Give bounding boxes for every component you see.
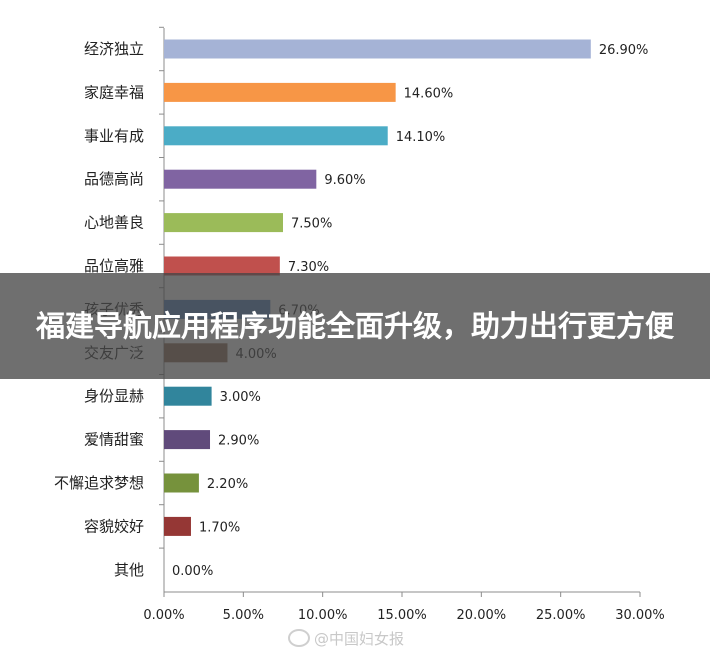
banner-title: 福建导航应用程序功能全面升级，助力出行更方便 xyxy=(35,309,674,343)
value-label: 26.90% xyxy=(599,43,649,58)
x-tick-label: 0.00% xyxy=(143,608,184,623)
value-label: 2.20% xyxy=(207,477,248,492)
category-label: 经济独立 xyxy=(84,40,144,58)
value-label: 14.10% xyxy=(396,130,446,145)
category-label: 不懈追求梦想 xyxy=(54,474,144,492)
title-banner: 福建导航应用程序功能全面升级，助力出行更方便 xyxy=(0,273,710,379)
bar xyxy=(164,473,199,493)
bar xyxy=(164,386,212,406)
bar xyxy=(164,256,280,276)
value-label: 14.60% xyxy=(404,86,454,101)
bar xyxy=(164,126,388,146)
x-tick-label: 30.00% xyxy=(615,608,665,623)
bar xyxy=(164,516,191,536)
x-tick-label: 10.00% xyxy=(298,608,348,623)
x-tick-labels: 0.00% 5.00% 10.00% 15.00% 20.00% 25.00% 30.00% xyxy=(143,608,664,623)
x-tick-label: 5.00% xyxy=(223,608,264,623)
value-label: 3.00% xyxy=(220,390,261,405)
category-label: 心地善良 xyxy=(84,214,144,232)
bar xyxy=(164,82,396,102)
value-label: 7.30% xyxy=(288,260,329,275)
value-label: 9.60% xyxy=(324,173,365,188)
x-tick-label: 15.00% xyxy=(377,608,427,623)
category-label: 品位高雅 xyxy=(84,257,144,275)
x-tick-label: 25.00% xyxy=(536,608,586,623)
watermark: @中国妇女报 xyxy=(288,626,404,650)
category-labels: 经济独立家庭幸福事业有成品德高尚心地善良品位高雅孩子优秀交友广泛身份显赫爱情甜蜜… xyxy=(54,40,144,579)
category-label: 其他 xyxy=(114,561,144,579)
category-label: 身份显赫 xyxy=(84,387,144,405)
bar xyxy=(164,39,591,59)
category-label: 家庭幸福 xyxy=(84,83,144,101)
weibo-icon xyxy=(288,629,310,647)
x-tick-label: 20.00% xyxy=(457,608,507,623)
value-label: 7.50% xyxy=(291,217,332,232)
category-label: 容貌姣好 xyxy=(84,517,144,535)
category-label: 爱情甜蜜 xyxy=(84,431,144,449)
value-label: 2.90% xyxy=(218,434,259,449)
value-label: 1.70% xyxy=(199,520,240,535)
bar xyxy=(164,213,283,233)
bar xyxy=(164,169,317,189)
category-label: 品德高尚 xyxy=(84,170,144,188)
bar xyxy=(164,430,211,450)
category-label: 事业有成 xyxy=(84,127,144,145)
chart-bars xyxy=(164,39,591,536)
value-label: 0.00% xyxy=(172,564,213,579)
watermark-text: @中国妇女报 xyxy=(314,629,405,648)
